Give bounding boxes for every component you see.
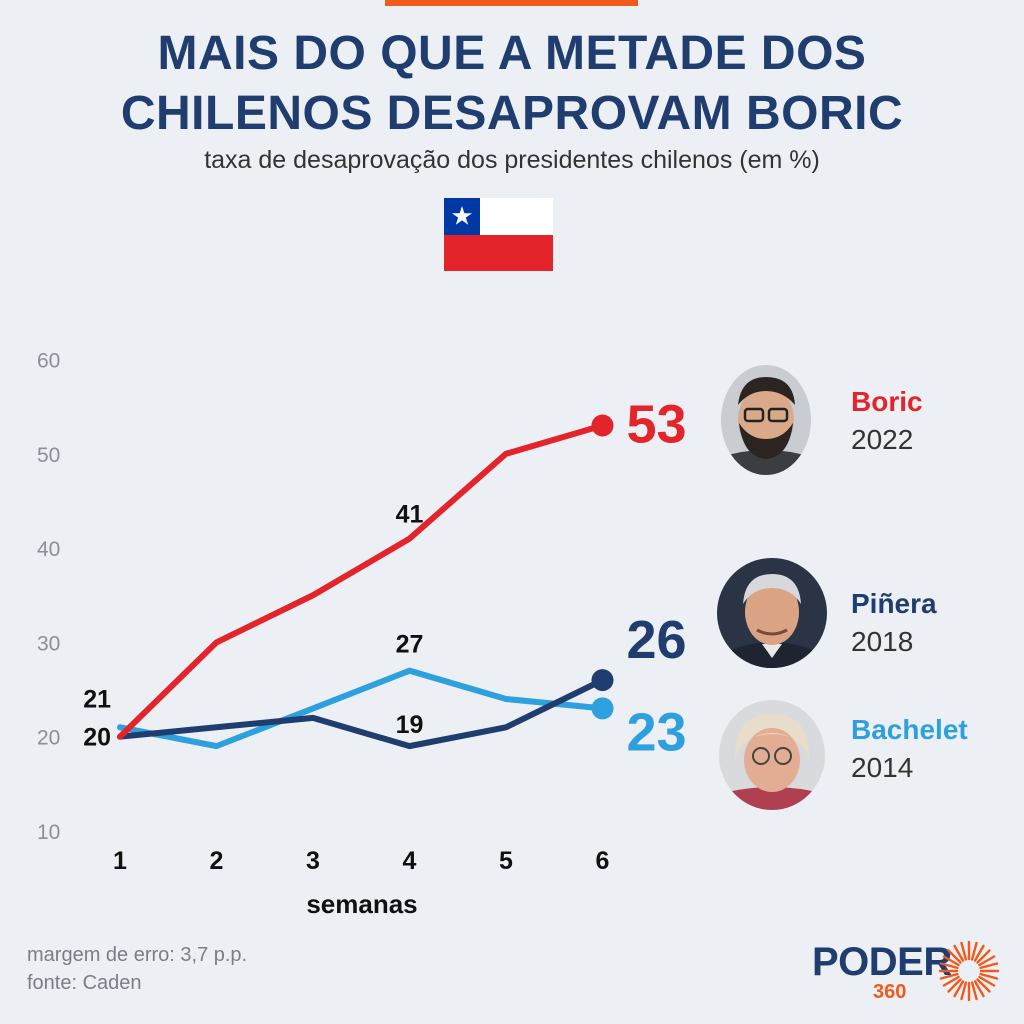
y-tick-label: 40 xyxy=(37,538,60,561)
boric-portrait xyxy=(721,365,811,475)
series-end-dot-boric xyxy=(591,414,614,437)
series-end-label: 53 xyxy=(627,395,687,455)
logo-number: 360 xyxy=(873,981,907,1003)
series-end-dot-bachelet xyxy=(591,697,614,720)
data-point-label: 20 xyxy=(83,724,111,752)
legend-pinera-year: 2018 xyxy=(851,626,914,657)
footnote-margin: margem de erro: 3,7 p.p. xyxy=(27,944,248,966)
logo-wordmark: PODER xyxy=(812,940,952,984)
legend-boric-name: Boric xyxy=(851,386,923,417)
x-tick-label: 6 xyxy=(596,847,610,875)
legend-bachelet-year: 2014 xyxy=(851,752,914,783)
x-tick-label: 1 xyxy=(113,847,127,875)
y-tick-label: 20 xyxy=(37,727,60,750)
x-tick-label: 2 xyxy=(210,847,224,875)
footnote-source: fonte: Caden xyxy=(27,972,142,994)
pinera-portrait xyxy=(717,558,827,668)
x-tick-label: 5 xyxy=(499,847,513,875)
y-tick-label: 60 xyxy=(37,350,60,373)
chart-subtitle: taxa de desaprovação dos presidentes chi… xyxy=(204,146,820,174)
y-tick-label: 30 xyxy=(37,632,60,655)
sun-logo-icon xyxy=(938,940,1000,1002)
x-tick-label: 4 xyxy=(403,847,417,875)
y-tick-label: 50 xyxy=(37,444,60,467)
series-end-dot-piñera xyxy=(591,669,614,692)
series-end-label: 23 xyxy=(627,702,687,762)
data-point-label: 19 xyxy=(396,711,424,739)
chile-flag-icon xyxy=(444,198,553,271)
series-line-piñera xyxy=(117,677,606,750)
legend-boric-year: 2022 xyxy=(851,424,914,455)
x-axis-label: semanas xyxy=(306,889,417,919)
series-line-bachelet xyxy=(117,667,606,750)
bachelet-portrait xyxy=(719,700,825,810)
chart-title-line1: MAIS DO QUE A METADE DOS xyxy=(157,27,867,80)
data-point-label: 41 xyxy=(396,501,424,529)
y-tick-label: 10 xyxy=(37,821,60,844)
legend-bachelet-name: Bachelet xyxy=(851,714,968,745)
data-point-label: 21 xyxy=(83,685,111,713)
chart-title-line2: CHILENOS DESAPROVAM BORIC xyxy=(120,87,904,140)
series-line-boric xyxy=(117,422,606,740)
legend-pinera-name: Piñera xyxy=(851,588,937,619)
data-point-label: 27 xyxy=(396,631,424,659)
series-end-label: 26 xyxy=(627,610,687,670)
top-accent-bar xyxy=(385,0,638,6)
x-tick-label: 3 xyxy=(306,847,320,875)
